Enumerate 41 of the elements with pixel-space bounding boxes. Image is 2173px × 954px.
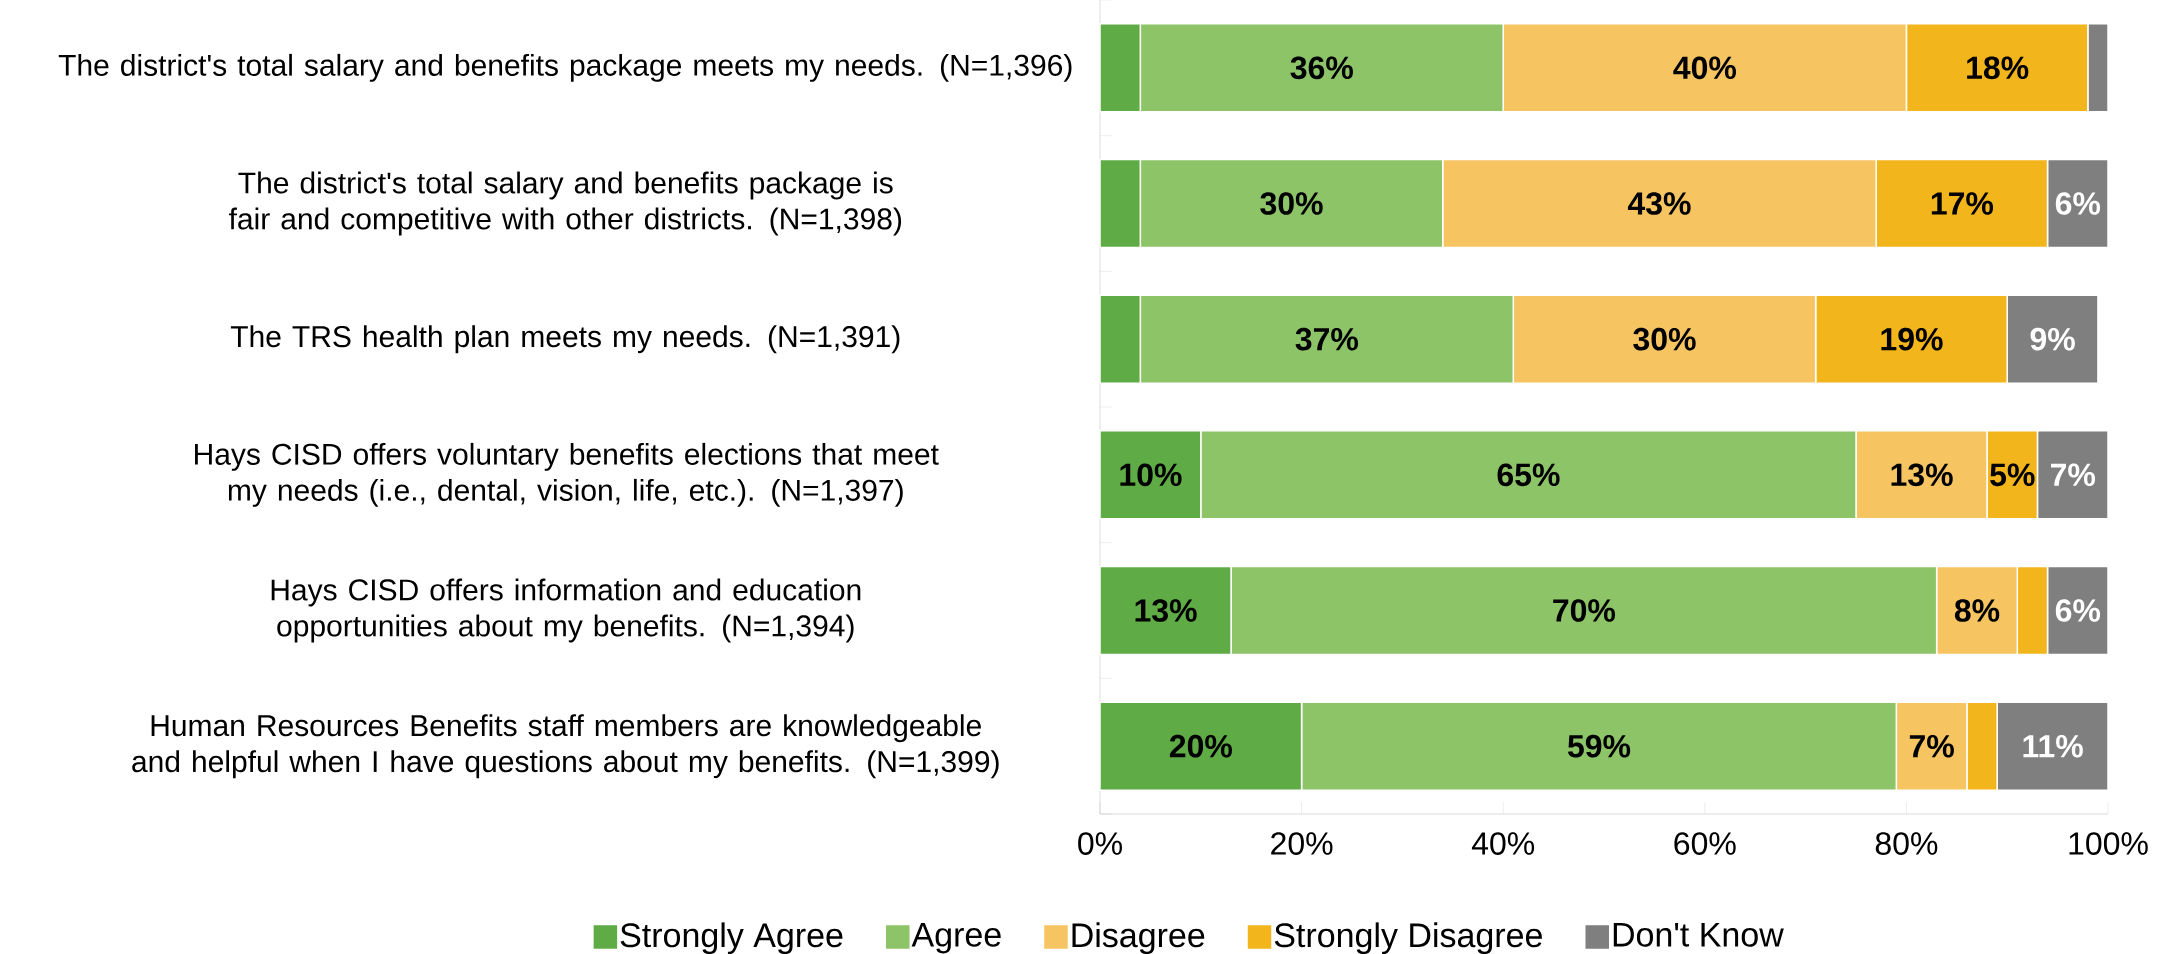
data-label: 59% — [1567, 734, 1631, 758]
data-label: 9% — [2030, 327, 2075, 351]
y-tick-label: Hays CISD offers voluntary benefits elections that meet my needs (i.e., dental, vision, life, etc.). (N=1,397) — [195, 442, 939, 507]
y-tick-label: The district's total salary and benefits package is fair and competitive with other districts. (N=1,398) — [229, 171, 902, 236]
y-tick-label: The district's total salary and benefits package meets my needs. (N=1,396) — [58, 53, 1072, 82]
data-label: 43% — [1627, 192, 1691, 215]
y-tick-label: The TRS health plan meets my needs. (N=1,391) — [230, 325, 900, 354]
data-label: 36% — [1290, 56, 1353, 80]
data-label: 11% — [2023, 734, 2083, 758]
data-label: 20% — [1169, 734, 1232, 758]
legend-label: Strongly Agree — [620, 922, 843, 954]
legend-label: Strongly Disagree — [1274, 922, 1542, 954]
data-label: 19% — [1881, 327, 1943, 351]
x-tick-label: 60% — [1674, 832, 1736, 855]
data-label: 30% — [1260, 192, 1323, 215]
data-label: 65% — [1497, 463, 1560, 487]
legend-label: Don't Know — [1613, 922, 1784, 947]
legend-label: Agree — [911, 922, 1001, 954]
x-tick-label: 40% — [1471, 832, 1535, 855]
data-label: 13% — [1135, 599, 1197, 622]
data-label: 13% — [1891, 463, 1953, 487]
data-label: 7% — [2051, 463, 2096, 487]
data-label: 6% — [2055, 599, 2101, 622]
data-label: 30% — [1633, 327, 1696, 351]
x-tick-label: 0% — [1078, 832, 1122, 855]
y-tick-label: Human Resources Benefits staff members are knowledgeable and helpful when I have questions about my benefits. (N=1,399) — [132, 714, 999, 779]
data-label: 5% — [1990, 463, 2035, 487]
data-label: 10% — [1120, 463, 1182, 487]
data-label: 7% — [1909, 734, 1954, 758]
x-tick-label: 20% — [1271, 832, 1333, 855]
data-label: 18% — [1967, 56, 2029, 80]
x-tick-label: 100% — [2069, 832, 2148, 855]
legend-label: Disagree — [1072, 922, 1205, 954]
data-label: 70% — [1553, 599, 1616, 622]
y-tick-label: Hays CISD offers information and education opportunities about my benefits. (N=1,394) — [271, 578, 861, 643]
x-tick-label: 80% — [1875, 832, 1938, 855]
data-label: 40% — [1673, 56, 1736, 80]
data-label: 17% — [1931, 192, 1994, 215]
data-label: 37% — [1295, 327, 1358, 351]
data-label: 8% — [1954, 599, 2000, 622]
data-label: 6% — [2055, 192, 2101, 215]
